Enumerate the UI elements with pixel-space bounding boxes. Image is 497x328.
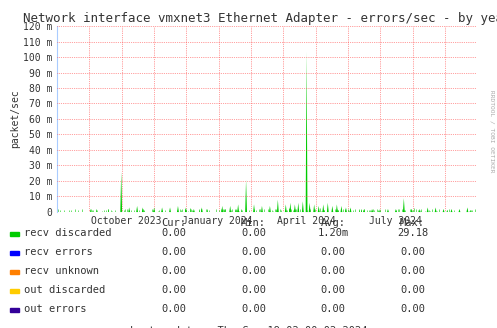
Text: 29.18: 29.18	[397, 228, 428, 238]
Text: 0.00: 0.00	[400, 285, 425, 295]
Text: 0.00: 0.00	[321, 304, 345, 314]
Text: out discarded: out discarded	[24, 285, 105, 295]
Text: 0.00: 0.00	[321, 285, 345, 295]
Text: 0.00: 0.00	[162, 285, 186, 295]
Text: RRDTOOL / TOBI OETIKER: RRDTOOL / TOBI OETIKER	[490, 90, 495, 173]
Text: 0.00: 0.00	[162, 266, 186, 276]
Text: Cur:: Cur:	[162, 218, 186, 228]
Text: recv discarded: recv discarded	[24, 228, 111, 238]
Text: recv errors: recv errors	[24, 247, 92, 257]
Text: 0.00: 0.00	[241, 247, 266, 257]
Text: out errors: out errors	[24, 304, 86, 314]
Text: Avg:: Avg:	[321, 218, 345, 228]
Text: Min:: Min:	[241, 218, 266, 228]
Title: Network interface vmxnet3 Ethernet Adapter - errors/sec - by year: Network interface vmxnet3 Ethernet Adapt…	[23, 12, 497, 25]
Text: 0.00: 0.00	[321, 266, 345, 276]
Text: 0.00: 0.00	[241, 266, 266, 276]
Text: 0.00: 0.00	[400, 304, 425, 314]
Text: recv unknown: recv unknown	[24, 266, 99, 276]
Text: 0.00: 0.00	[400, 247, 425, 257]
Text: 0.00: 0.00	[241, 285, 266, 295]
Text: 0.00: 0.00	[400, 266, 425, 276]
Text: 0.00: 0.00	[321, 247, 345, 257]
Text: 1.20m: 1.20m	[318, 228, 348, 238]
Text: 0.00: 0.00	[162, 228, 186, 238]
Y-axis label: packet/sec: packet/sec	[10, 90, 20, 148]
Text: 0.00: 0.00	[241, 304, 266, 314]
Text: 0.00: 0.00	[162, 247, 186, 257]
Text: Last update:  Thu Sep 19 02:00:02 2024: Last update: Thu Sep 19 02:00:02 2024	[130, 326, 367, 328]
Text: Max:: Max:	[400, 218, 425, 228]
Text: 0.00: 0.00	[241, 228, 266, 238]
Text: 0.00: 0.00	[162, 304, 186, 314]
